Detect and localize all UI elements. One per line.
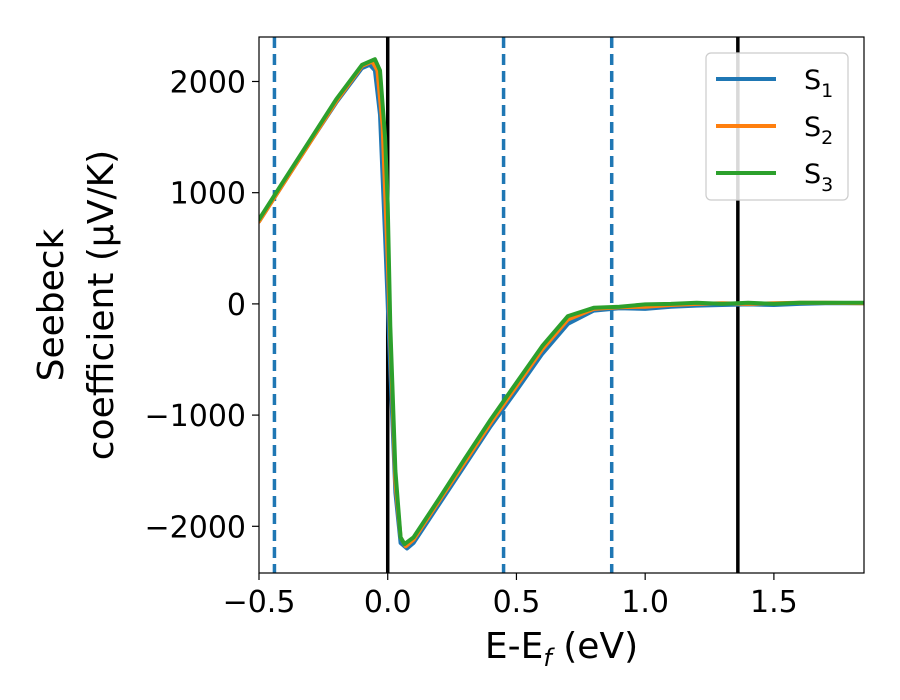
x-tick-label: −0.5 xyxy=(223,585,296,620)
legend-label-S3: S3 xyxy=(804,159,833,196)
legend-box xyxy=(705,52,849,201)
legend-label-S1: S1 xyxy=(804,65,833,102)
y-axis-label-line1: Seebeck xyxy=(31,228,72,381)
legend: S1 S2 S3 xyxy=(705,52,849,201)
axis-ticks: −0.5 0.0 0.5 1.0 1.5 −2000 −1000 0 1000 2000 xyxy=(145,65,798,620)
y-tick-label: 0 xyxy=(227,288,246,323)
y-axis-label: Seebeck coefficient (μV/K) xyxy=(31,150,122,460)
y-axis-label-line2: coefficient (μV/K) xyxy=(81,150,122,460)
x-tick-label: 1.5 xyxy=(750,585,798,620)
axes-frame xyxy=(258,36,865,574)
x-tick-label: 0.0 xyxy=(364,585,412,620)
y-tick-label: −1000 xyxy=(145,399,246,434)
legend-label-S2: S2 xyxy=(804,112,833,149)
y-tick-label: 2000 xyxy=(170,65,246,100)
y-tick-label: 1000 xyxy=(170,177,246,212)
series-line-S3 xyxy=(259,57,864,547)
y-tick-label: −2000 xyxy=(145,510,246,545)
x-tick-label: 0.5 xyxy=(493,585,541,620)
x-tick-label: 1.0 xyxy=(621,585,669,620)
x-axis-label: E-Ef (eV) xyxy=(485,626,638,672)
